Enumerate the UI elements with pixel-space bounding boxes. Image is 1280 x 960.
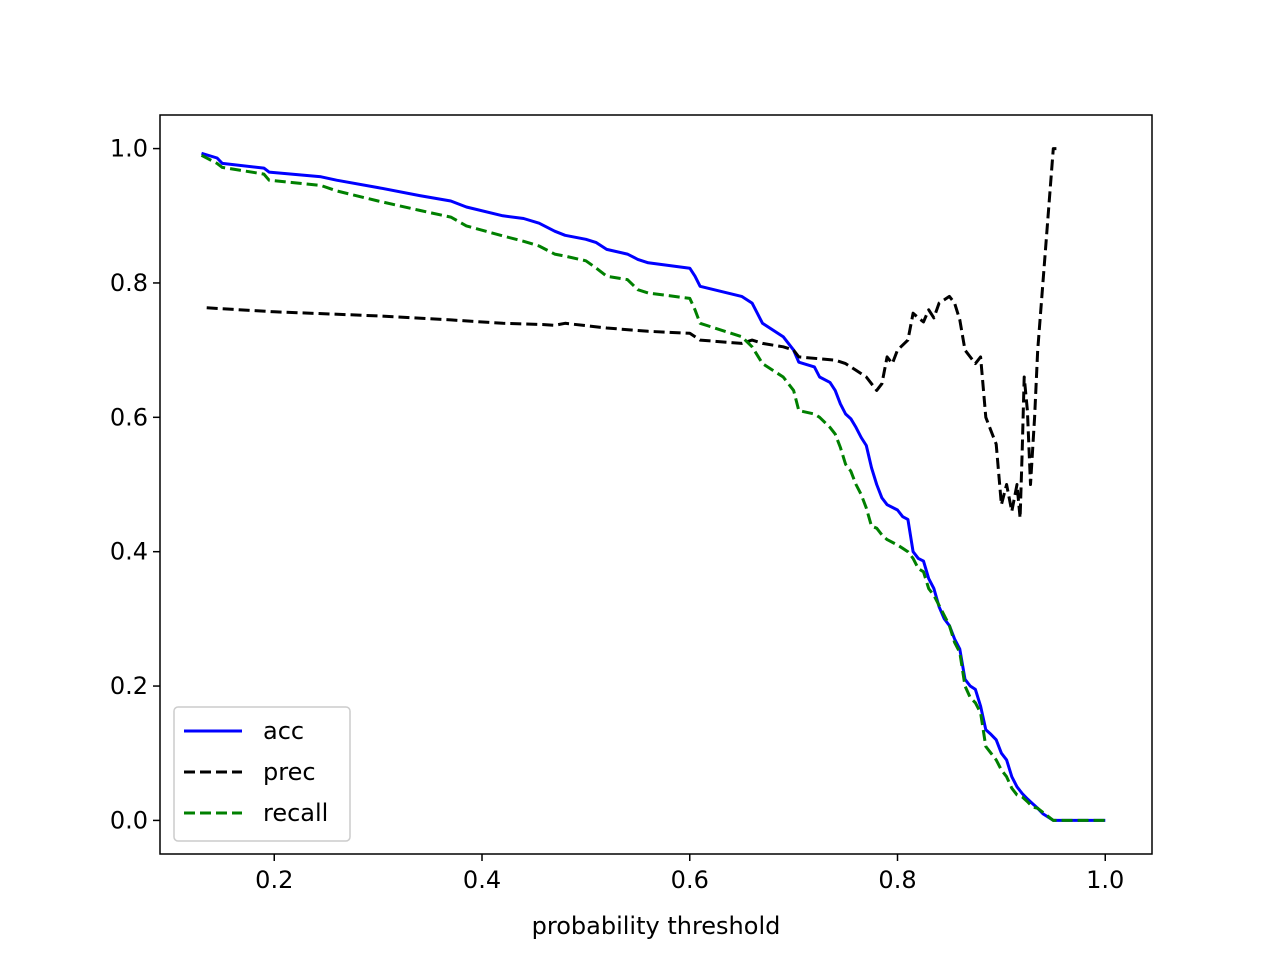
y-tick-label: 0.6: [110, 403, 148, 431]
series-layer: [200, 147, 1106, 822]
legend-label-recall: recall: [263, 799, 328, 827]
x-tick-label: 1.0: [1086, 866, 1124, 894]
y-tick-label: 0.2: [110, 672, 148, 700]
series-line-prec: [206, 147, 1057, 520]
series-line-acc: [201, 151, 1106, 822]
series-line-recall: [200, 153, 1106, 822]
y-tick-label: 0.0: [110, 806, 148, 834]
y-tick-label: 0.8: [110, 269, 148, 297]
x-tick-label: 0.2: [255, 866, 293, 894]
y-tick-label: 1.0: [110, 135, 148, 163]
legend: acc prec recall: [173, 706, 351, 842]
x-tick-label: 0.6: [671, 866, 709, 894]
plot-frame: [159, 114, 1153, 855]
y-axis-ticks: 0.0 0.2 0.4 0.6 0.8 1.0: [110, 135, 160, 834]
y-tick-label: 0.4: [110, 538, 148, 566]
x-tick-label: 0.8: [878, 866, 916, 894]
x-tick-label: 0.4: [463, 866, 501, 894]
legend-box: [173, 706, 351, 842]
x-axis-ticks: 0.2 0.4 0.6 0.8 1.0: [255, 854, 1124, 894]
legend-label-prec: prec: [263, 758, 316, 786]
legend-label-acc: acc: [263, 717, 304, 745]
x-axis-title: probability threshold: [532, 912, 781, 940]
